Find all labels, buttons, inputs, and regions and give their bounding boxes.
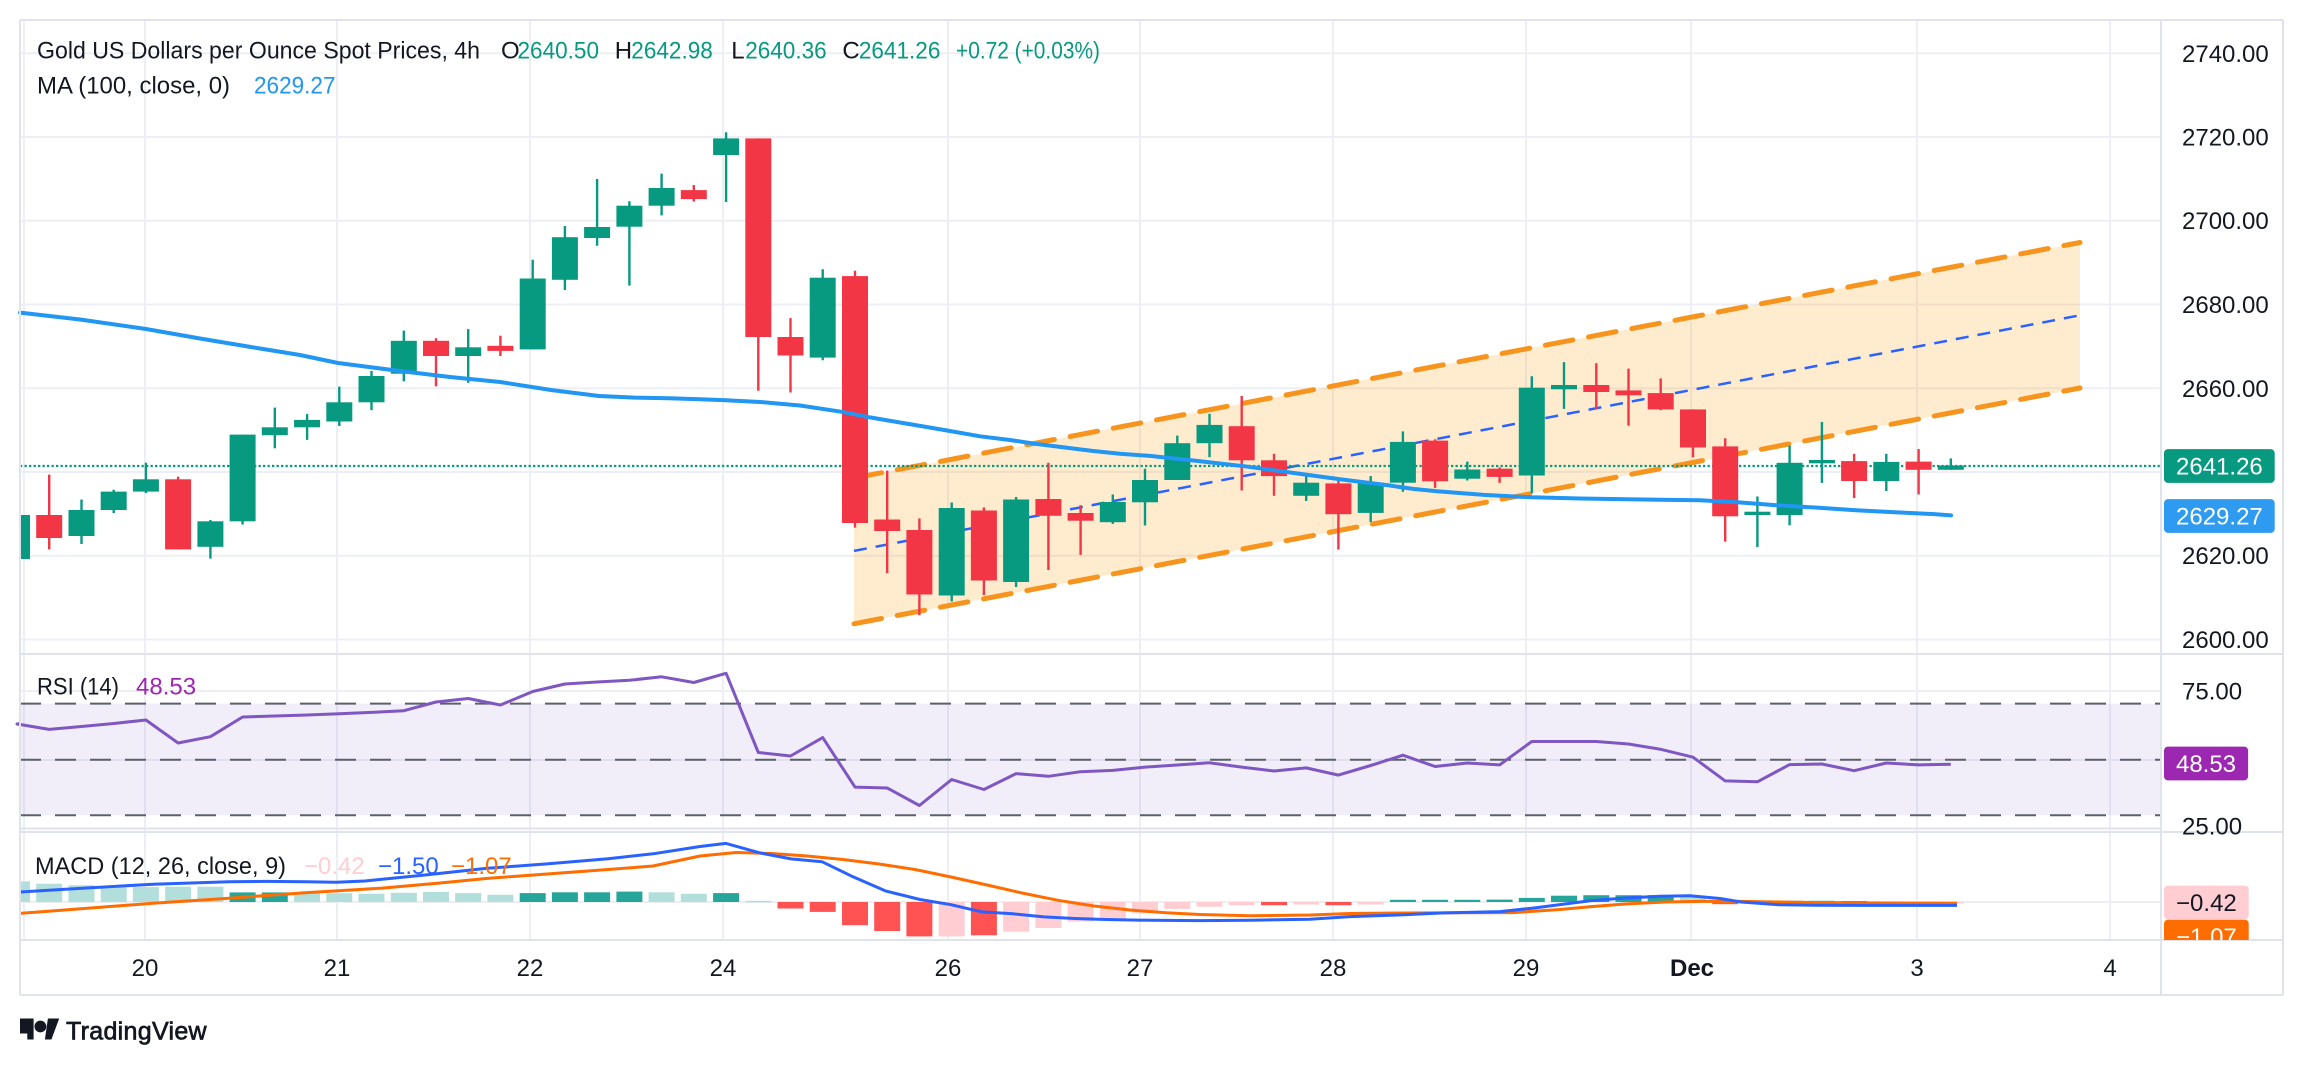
svg-text:25.00: 25.00 — [2182, 814, 2242, 841]
svg-text:2640.36: 2640.36 — [745, 38, 827, 65]
svg-text:−1.50: −1.50 — [378, 853, 439, 880]
svg-text:3: 3 — [1910, 955, 1923, 982]
svg-text:27: 27 — [1127, 955, 1154, 982]
svg-text:Dec: Dec — [1670, 955, 1714, 982]
svg-text:+0.72 (+0.03%): +0.72 (+0.03%) — [956, 38, 1100, 65]
svg-text:MACD (12, 26, close, 9): MACD (12, 26, close, 9) — [35, 853, 286, 880]
svg-text:TradingView: TradingView — [66, 1018, 208, 1046]
svg-text:2642.98: 2642.98 — [631, 38, 713, 65]
svg-text:2600.00: 2600.00 — [2182, 627, 2269, 654]
svg-text:2620.00: 2620.00 — [2182, 543, 2269, 570]
svg-text:21: 21 — [324, 955, 351, 982]
svg-text:2629.27: 2629.27 — [254, 72, 336, 99]
svg-text:H: H — [615, 38, 632, 65]
svg-text:2629.27: 2629.27 — [2176, 504, 2263, 531]
svg-text:C: C — [842, 38, 859, 65]
svg-text:4: 4 — [2103, 955, 2116, 982]
svg-text:24: 24 — [710, 955, 737, 982]
svg-text:2680.00: 2680.00 — [2182, 292, 2269, 319]
svg-text:2641.26: 2641.26 — [859, 38, 941, 65]
svg-text:2720.00: 2720.00 — [2182, 125, 2269, 152]
svg-text:L: L — [731, 38, 744, 65]
svg-text:48.53: 48.53 — [2176, 751, 2236, 778]
svg-text:75.00: 75.00 — [2182, 679, 2242, 706]
svg-text:2640.50: 2640.50 — [518, 38, 600, 65]
svg-text:2641.26: 2641.26 — [2176, 454, 2263, 481]
svg-text:Gold US Dollars per Ounce Spot: Gold US Dollars per Ounce Spot Prices, 4… — [37, 38, 480, 65]
svg-text:O: O — [501, 38, 520, 65]
svg-text:−1.07: −1.07 — [451, 853, 512, 880]
svg-text:2740.00: 2740.00 — [2182, 41, 2269, 68]
svg-text:29: 29 — [1513, 955, 1540, 982]
svg-text:−0.42: −0.42 — [2176, 890, 2237, 917]
svg-text:22: 22 — [517, 955, 544, 982]
svg-text:−0.42: −0.42 — [304, 853, 365, 880]
svg-text:28: 28 — [1320, 955, 1347, 982]
svg-text:RSI (14): RSI (14) — [37, 674, 119, 701]
svg-text:2700.00: 2700.00 — [2182, 208, 2269, 235]
svg-text:48.53: 48.53 — [136, 674, 196, 701]
svg-text:MA (100, close, 0): MA (100, close, 0) — [37, 72, 230, 99]
svg-text:26: 26 — [935, 955, 962, 982]
svg-text:20: 20 — [132, 955, 159, 982]
svg-text:2660.00: 2660.00 — [2182, 376, 2269, 403]
svg-text:−1.07: −1.07 — [2176, 924, 2237, 951]
